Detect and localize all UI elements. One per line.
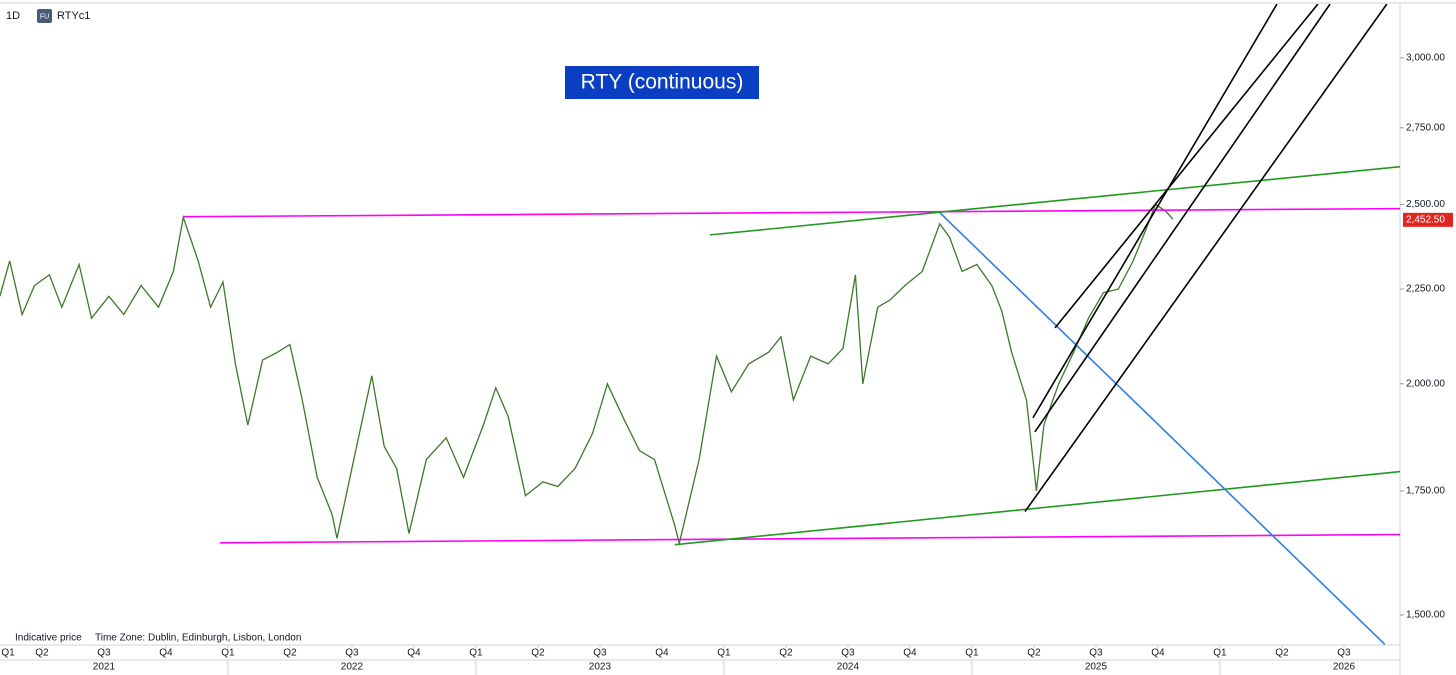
trend-line	[1034, 4, 1331, 433]
plot-area	[0, 4, 1400, 645]
y-tick-label: 3,000.00	[1406, 53, 1445, 64]
x-tick-label: Q3	[97, 648, 111, 659]
x-tick-label: Q4	[407, 648, 421, 659]
x-tick-label: Q1	[1213, 648, 1227, 659]
x-tick-label: Q3	[1089, 648, 1103, 659]
symbol[interactable]: RTYc1	[57, 10, 90, 22]
trend-line	[939, 212, 1386, 645]
x-tick-label: Q4	[159, 648, 173, 659]
x-tick-label: Q1	[221, 648, 235, 659]
x-tick-label: Q1	[965, 648, 979, 659]
y-tick-label: 2,750.00	[1406, 122, 1445, 133]
x-tick-label: Q2	[531, 648, 545, 659]
y-tick-label: 2,000.00	[1406, 378, 1445, 389]
trend-line	[1032, 4, 1278, 419]
year-label: 2025	[1085, 662, 1108, 673]
y-tick-label: 2,250.00	[1406, 284, 1445, 295]
x-tick-label: Q2	[779, 648, 793, 659]
y-tick-label: 1,500.00	[1406, 610, 1445, 621]
interval[interactable]: 1D	[6, 10, 20, 22]
trend-line	[1054, 4, 1319, 329]
x-tick-label: Q4	[903, 648, 917, 659]
exchange-badge-bg	[37, 9, 52, 23]
last-price-label: 2,452.50	[1406, 214, 1445, 225]
y-tick-label: 1,750.00	[1406, 486, 1445, 497]
footnote: Indicative price	[15, 633, 82, 644]
x-tick-label: Q3	[593, 648, 607, 659]
trend-line	[219, 533, 1400, 544]
price-line	[0, 203, 1174, 544]
x-tick-label: Q3	[345, 648, 359, 659]
year-label: 2026	[1333, 662, 1356, 673]
x-tick-label: Q3	[841, 648, 855, 659]
timezone: Time Zone: Dublin, Edinburgh, Lisbon, Lo…	[95, 633, 301, 644]
last-price-box	[1403, 212, 1453, 227]
trend-line	[183, 207, 1400, 218]
year-label: 2024	[837, 662, 860, 673]
x-tick-label: Q1	[469, 648, 483, 659]
year-label: 2022	[341, 662, 364, 673]
exchange-badge: FU	[40, 13, 49, 20]
x-tick-label: Q2	[283, 648, 297, 659]
x-tick-label: Q4	[1151, 648, 1165, 659]
x-tick-label: Q3	[1337, 648, 1351, 659]
chart-title: RTY (continuous)	[581, 71, 744, 94]
x-tick-label: Q1	[717, 648, 731, 659]
x-tick-label: Q2	[1275, 648, 1289, 659]
trend-line	[1024, 4, 1388, 513]
y-tick-label: 2,500.00	[1406, 199, 1445, 210]
x-tick-label: Q2	[1027, 648, 1041, 659]
x-tick-label: Q1	[1, 648, 15, 659]
x-tick-label: Q4	[655, 648, 669, 659]
year-label: 2023	[589, 662, 612, 673]
year-label: 2021	[93, 662, 116, 673]
trend-line	[709, 165, 1400, 236]
title-box	[565, 66, 759, 99]
trend-line	[674, 470, 1400, 546]
x-tick-label: Q2	[35, 648, 49, 659]
